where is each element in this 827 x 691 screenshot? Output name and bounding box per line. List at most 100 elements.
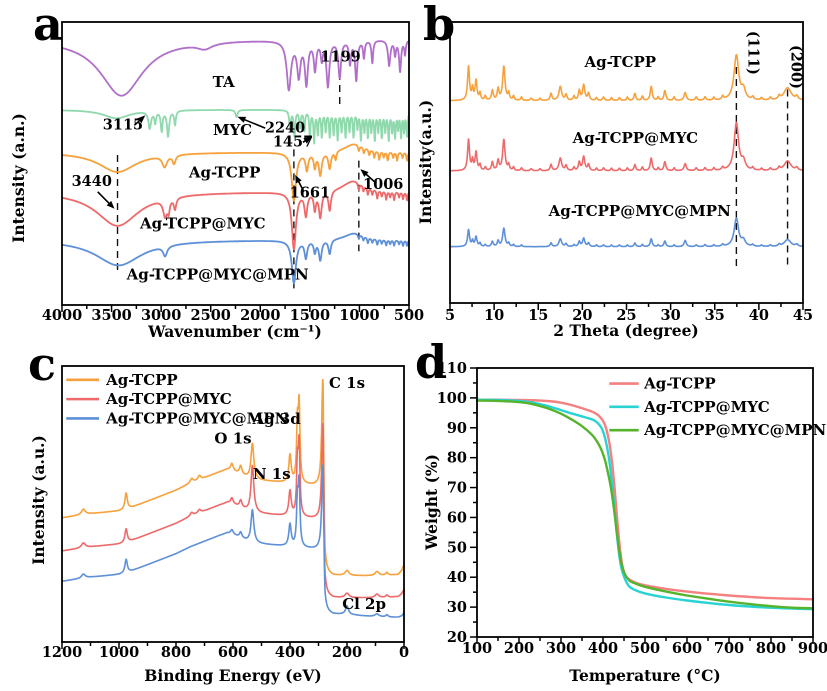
x-tick-label: 0	[399, 644, 409, 661]
panel-a-letter: a	[33, 0, 63, 51]
series-label-myc: MYC	[213, 121, 252, 139]
x-tick-label: 3500	[91, 307, 131, 324]
annotation-3440: 3440	[72, 173, 112, 190]
annotation-arrowhead	[360, 169, 369, 177]
panel-d-letter: d	[415, 335, 448, 389]
annotation-arrowhead	[106, 200, 115, 209]
annotation-arrowhead	[303, 136, 312, 144]
y-tick-label: 20	[447, 629, 467, 646]
y-tick-label: 50	[447, 539, 467, 556]
legend-label-ag-tcpp-myc: Ag-TCPP@MYC	[643, 398, 770, 416]
x-tick-label: 30	[661, 307, 681, 324]
x-tick-label: 400	[275, 644, 305, 661]
annotation-2240: 2240	[265, 119, 305, 136]
annotation-arrow-line	[242, 118, 266, 129]
legend: Ag-TCPP Ag-TCPP@MYC Ag-TCPP@MYC@MPN	[609, 375, 827, 439]
x-tick-label: 4000	[42, 307, 82, 324]
x-axis-title: Temperature (°C)	[569, 666, 721, 685]
annotation-arrowhead	[237, 116, 247, 123]
annotation-200: (200)	[788, 45, 805, 89]
y-tick-label: 80	[447, 450, 467, 467]
panel-c: 1200 1000 800 600 400 200 0 Binding Energy (eV)…	[29, 365, 409, 685]
annotation-arrow-line	[364, 172, 377, 184]
y-tick-label: 40	[447, 569, 467, 586]
series-label-ag-tcpp: Ag-TCPP	[584, 53, 657, 71]
panel-a: 4000 3500 3000 2500 2000 1500 1000 500 Wavenumbe…	[9, 21, 424, 341]
annotation-111: (111)	[744, 31, 761, 75]
legend-label-ag-tcpp: Ag-TCPP	[643, 375, 716, 393]
x-tick-label: 300	[546, 640, 576, 657]
series-label-n-1s: N 1s	[253, 465, 291, 483]
x-tick-label: 1000	[99, 644, 139, 661]
x-tick-label: 500	[394, 307, 424, 324]
y-tick-label: 90	[447, 420, 467, 437]
x-ticks	[61, 642, 405, 649]
x-tick-label: 10	[484, 307, 504, 324]
curve-ag-tcpp-myc-mpn	[61, 464, 405, 618]
curve-ag-tcpp	[61, 378, 405, 577]
series-label-ag-tcpp-myc: Ag-TCPP@MYC	[572, 129, 699, 147]
y-tick-label: 60	[447, 509, 467, 526]
x-tick-label: 600	[672, 640, 702, 657]
curve-ag-tcpp-myc	[61, 180, 410, 251]
x-tick-label: 800	[161, 644, 191, 661]
series-label-ag-tcpp-myc-mpn: Ag-TCPP@MYC@MPN	[548, 202, 731, 220]
x-tick-label: 1500	[290, 307, 330, 324]
series-label-ag-tcpp: Ag-TCPP	[188, 164, 261, 182]
series-label-cl-2p: Cl 2p	[342, 595, 386, 613]
series-label-o-1s: O 1s	[214, 429, 251, 447]
x-tick-label: 5	[445, 307, 455, 324]
x-tick-label: 2500	[191, 307, 231, 324]
x-tick-label: 600	[218, 644, 248, 661]
panel-b: 5 10 15 20 25 30 35 40 45 2 Theta (degree) Intensi…	[416, 21, 813, 340]
curve-ag-tcpp-myc-mpn	[476, 399, 814, 610]
series-label-ta: TA	[213, 73, 235, 91]
annotation-1006: 1006	[363, 176, 403, 193]
curve-ag-tcpp-myc-mpn	[61, 232, 410, 285]
series-label-ag-3d: Ag 3d	[251, 410, 301, 428]
x-tick-label: 100	[462, 640, 492, 657]
x-tick-label: 3000	[141, 307, 181, 324]
x-tick-label: 45	[793, 307, 813, 324]
legend-label-ag-tcpp: Ag-TCPP	[105, 371, 178, 389]
annotation-arrowhead	[137, 115, 146, 124]
x-tick-label: 2000	[240, 307, 280, 324]
annotation-1661: 1661	[290, 184, 330, 201]
curve-ag-tcpp-myc-mpn	[449, 217, 804, 248]
curve-ag-tcpp-myc	[449, 121, 804, 172]
legend-label-ag-tcpp-myc-mpn: Ag-TCPP@MYC@MPN	[105, 409, 288, 427]
series-label-ag-tcpp-myc-mpn: Ag-TCPP@MYC@MPN	[126, 266, 309, 284]
series-label-ag-tcpp-myc: Ag-TCPP@MYC	[139, 215, 266, 233]
y-tick-label: 70	[447, 480, 467, 497]
annotation-3115: 3115	[103, 117, 143, 134]
annotation-1199: 1199	[320, 49, 360, 66]
x-axis-title: Wavenumber (cm⁻¹)	[147, 322, 322, 341]
x-tick-label: 900	[798, 640, 827, 657]
y-tick-label: 110	[437, 360, 467, 377]
x-tick-label: 400	[588, 640, 618, 657]
y-axis-title: Intensity (a.n.)	[9, 113, 28, 243]
series-label-c-1s: C 1s	[329, 374, 365, 392]
curve-ta	[61, 40, 410, 97]
panel-c-letter: c	[28, 337, 57, 391]
x-tick-label: 25	[616, 307, 636, 324]
x-axis-title: 2 Theta (degree)	[553, 321, 699, 340]
annotation-1457: 1457	[273, 134, 313, 151]
y-axis-title: Intensity (a.u.)	[29, 435, 48, 565]
x-ticks	[449, 303, 804, 310]
x-ticks	[476, 637, 814, 644]
x-tick-label: 200	[504, 640, 534, 657]
x-tick-label: 35	[705, 307, 725, 324]
curve-myc	[61, 109, 410, 145]
x-tick-label: 15	[528, 307, 548, 324]
curve-ag-tcpp	[449, 53, 804, 102]
y-tick-label: 30	[447, 599, 467, 616]
x-tick-label: 40	[749, 307, 769, 324]
curve-ag-tcpp-myc	[61, 423, 405, 599]
curve-ag-tcpp	[476, 398, 814, 601]
y-axis-title: Weight (%)	[422, 454, 441, 551]
x-ticks	[61, 305, 410, 312]
x-tick-label: 200	[332, 644, 362, 661]
curve-ag-tcpp-myc	[476, 398, 814, 611]
